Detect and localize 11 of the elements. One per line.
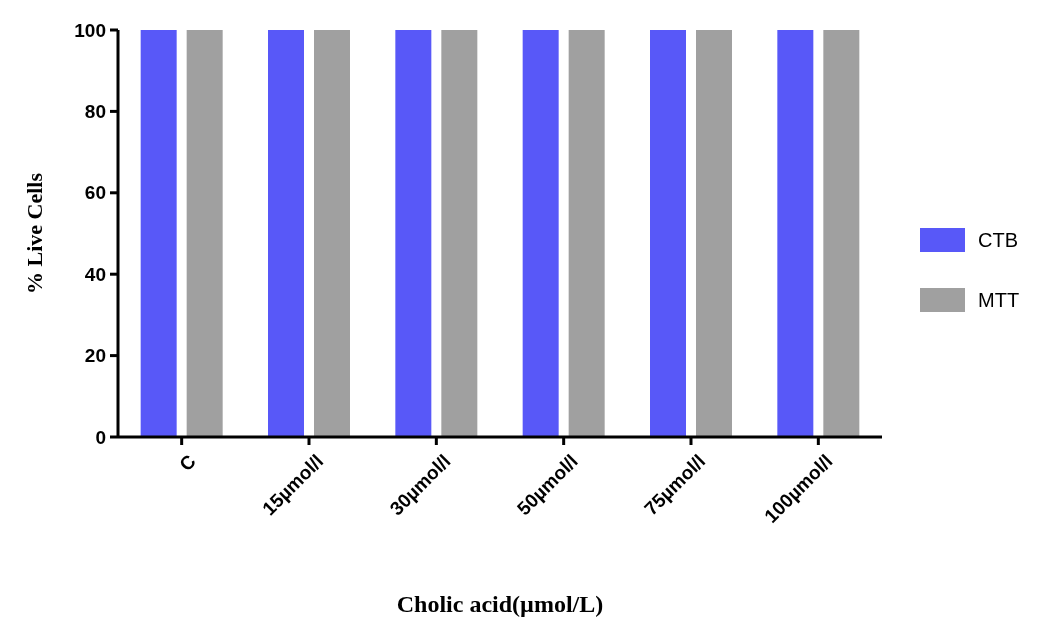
legend-label: MTT (978, 289, 1020, 311)
y-axis-title: % Live Cells (22, 172, 47, 294)
x-axis-title: Cholic acid(µmol/L) (396, 591, 604, 617)
y-tick-label: 0 (95, 426, 106, 448)
y-tick-label: 60 (84, 182, 106, 204)
y-tick-label: 20 (84, 345, 106, 367)
y-tick-label: 40 (84, 263, 106, 285)
x-tick-label: C (175, 450, 201, 475)
y-tick-label: 100 (74, 19, 106, 41)
legend-label: CTB (978, 229, 1018, 251)
y-tick-label: 80 (84, 101, 106, 123)
